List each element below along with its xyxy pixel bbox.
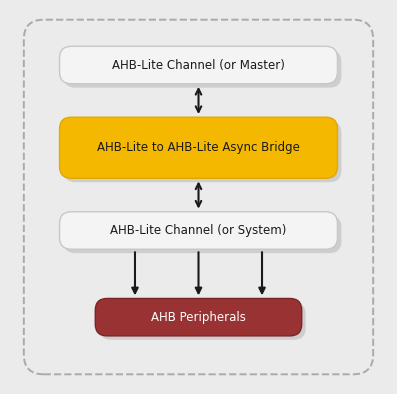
FancyBboxPatch shape xyxy=(99,303,306,340)
Text: AHB-Lite Channel (or System): AHB-Lite Channel (or System) xyxy=(110,224,287,237)
FancyBboxPatch shape xyxy=(60,46,337,84)
FancyBboxPatch shape xyxy=(64,216,341,253)
Text: AHB-Lite Channel (or Master): AHB-Lite Channel (or Master) xyxy=(112,59,285,71)
Text: AHB-Lite to AHB-Lite Async Bridge: AHB-Lite to AHB-Lite Async Bridge xyxy=(97,141,300,154)
FancyBboxPatch shape xyxy=(64,121,341,182)
Text: AHB Peripherals: AHB Peripherals xyxy=(151,311,246,323)
FancyBboxPatch shape xyxy=(95,299,302,336)
FancyBboxPatch shape xyxy=(24,20,373,374)
FancyBboxPatch shape xyxy=(60,212,337,249)
FancyBboxPatch shape xyxy=(64,50,341,88)
FancyBboxPatch shape xyxy=(60,117,337,178)
